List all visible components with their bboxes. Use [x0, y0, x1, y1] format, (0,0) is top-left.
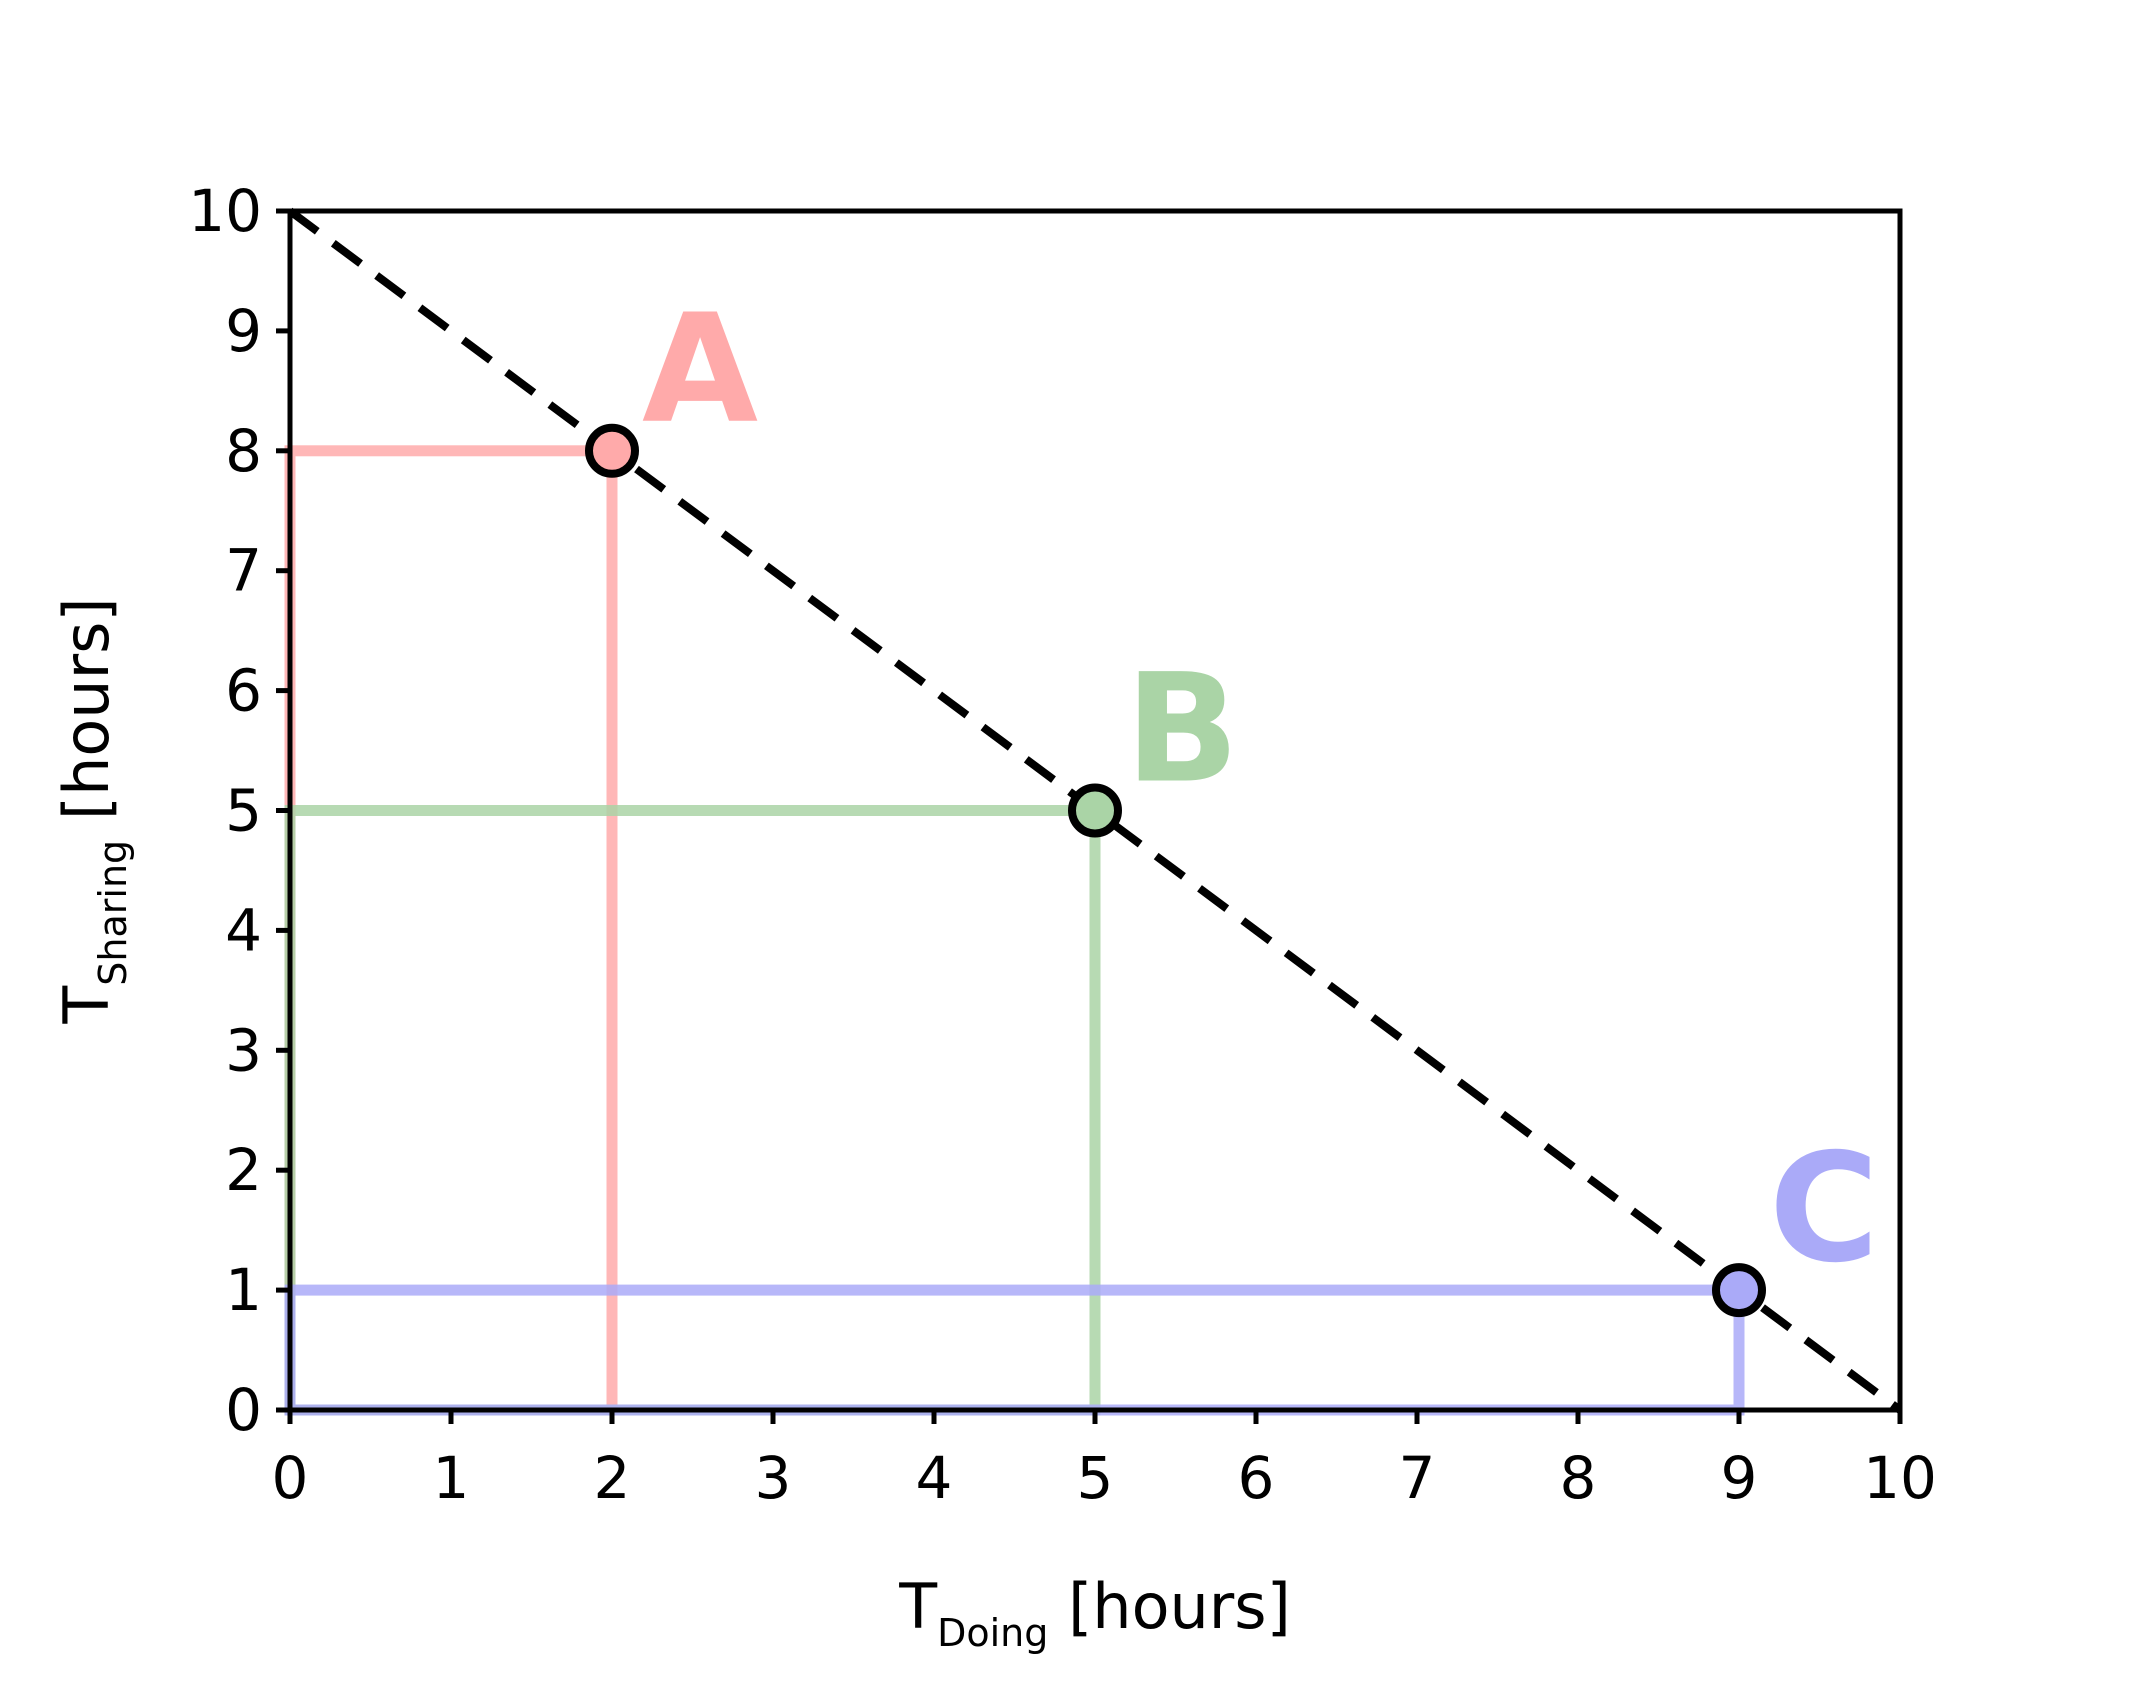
point-label-c: C [1769, 1122, 1879, 1296]
x-tick-label: 6 [1238, 1444, 1275, 1512]
y-tick-label: 2 [225, 1136, 262, 1204]
x-tick-label: 9 [1721, 1444, 1758, 1512]
y-tick-label: 10 [188, 177, 262, 245]
x-tick-label: 5 [1077, 1444, 1114, 1512]
guide-box-c [284, 1284, 1745, 1416]
x-tick-label: 0 [272, 1444, 309, 1512]
guide-box-a [284, 445, 618, 1416]
axis-ticks: 0 1 2 3 4 5 6 7 8 9 10 0 1 2 3 4 5 6 7 8 9 10 [188, 177, 1937, 1512]
x-axis-title-sub: Doing [937, 1611, 1048, 1655]
y-tick-label: 3 [225, 1016, 262, 1084]
x-tick-label: 2 [594, 1444, 631, 1512]
x-tick-label: 8 [1560, 1444, 1597, 1512]
y-tick-label: 7 [225, 537, 262, 605]
x-axis-title-unit: [hours] [1048, 1570, 1290, 1643]
y-tick-label: 6 [225, 657, 262, 725]
guide-box-b [284, 805, 1101, 1416]
y-tick-label: 8 [225, 417, 262, 485]
x-tick-label: 10 [1863, 1444, 1937, 1512]
point-marker-b [1068, 783, 1122, 838]
x-tick-label: 4 [916, 1444, 953, 1512]
point-label-a: A [642, 283, 758, 457]
y-tick-label: 1 [225, 1256, 262, 1324]
point-markers [585, 423, 1766, 1318]
y-tick-label: 9 [225, 297, 262, 365]
y-tick-label: 5 [225, 777, 262, 845]
x-tick-label: 3 [755, 1444, 792, 1512]
x-axis-title: TDoing [hours] [898, 1570, 1291, 1655]
guide-boxes [284, 445, 1745, 1416]
x-axis-title-main: T [898, 1570, 938, 1643]
y-axis-title: TSharing [hours] [50, 597, 135, 1024]
y-axis-title-unit: [hours] [50, 597, 123, 839]
y-axis-title-sub: Sharing [91, 840, 135, 986]
x-tick-label: 7 [1399, 1444, 1436, 1512]
point-marker-a [585, 423, 639, 478]
y-tick-label: 4 [225, 896, 262, 964]
point-label-b: B [1125, 643, 1239, 817]
point-labels: A B C [642, 283, 1879, 1296]
y-tick-label: 0 [225, 1376, 262, 1444]
x-tick-label: 1 [433, 1444, 470, 1512]
y-axis-title-main: T [50, 985, 123, 1025]
point-marker-c [1712, 1263, 1766, 1318]
